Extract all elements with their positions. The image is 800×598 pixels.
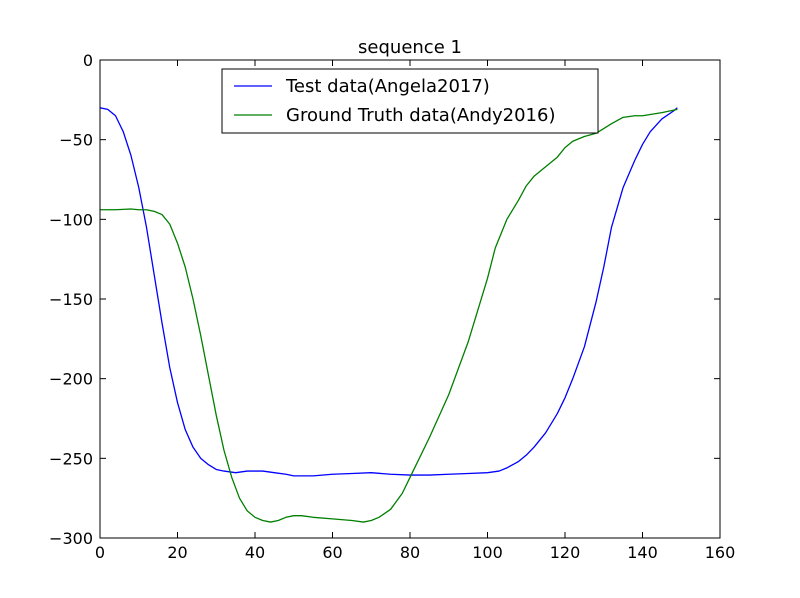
y-tick-label: −300 — [49, 529, 93, 548]
x-tick-label: 80 — [400, 543, 420, 562]
y-tick-label: −150 — [49, 290, 93, 309]
series-line-1 — [100, 107, 678, 477]
y-tick-label: −250 — [49, 449, 93, 468]
x-tick-label: 60 — [322, 543, 342, 562]
legend-label-2: Ground Truth data(Andy2016) — [286, 105, 555, 126]
x-tick-label: 140 — [627, 543, 658, 562]
x-tick-label: 20 — [167, 543, 187, 562]
chart-title: sequence 1 — [358, 37, 462, 58]
y-tick-label: 0 — [83, 51, 93, 70]
axes: 0 20 40 60 80 100 120 140 160 0 −50 −100 −150 −200 −25… — [49, 51, 735, 562]
x-tick-label: 0 — [95, 543, 105, 562]
x-tick-label: 100 — [472, 543, 503, 562]
x-tick-label: 160 — [705, 543, 736, 562]
x-tick-label: 120 — [550, 543, 581, 562]
x-tick-label: 40 — [245, 543, 265, 562]
plot-area — [100, 107, 678, 523]
legend-box — [221, 68, 599, 134]
y-tick-label: −100 — [49, 210, 93, 229]
series-line-2 — [100, 108, 678, 523]
legend-label-1: Test data(Angela2017) — [285, 76, 490, 97]
y-tick-label: −50 — [59, 131, 93, 150]
y-tick-label: −200 — [49, 370, 93, 389]
legend: Test data(Angela2017) Ground Truth data(A… — [221, 68, 599, 134]
